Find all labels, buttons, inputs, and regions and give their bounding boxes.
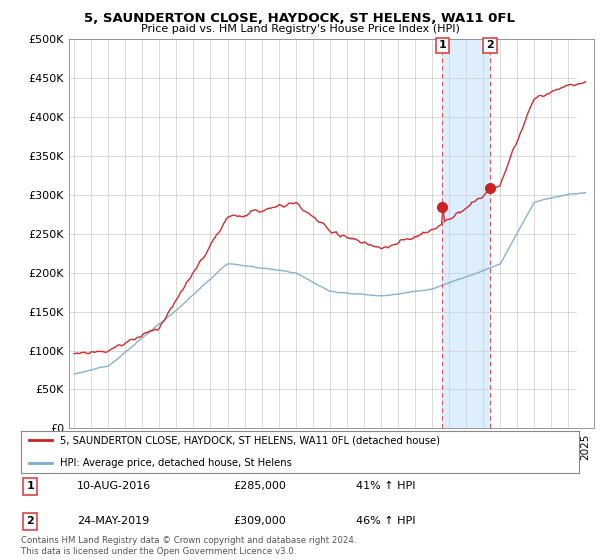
Text: 5, SAUNDERTON CLOSE, HAYDOCK, ST HELENS, WA11 0FL (detached house): 5, SAUNDERTON CLOSE, HAYDOCK, ST HELENS,…	[60, 436, 440, 445]
Text: 2: 2	[26, 516, 34, 526]
Text: Contains HM Land Registry data © Crown copyright and database right 2024.
This d: Contains HM Land Registry data © Crown c…	[21, 536, 356, 556]
Text: £285,000: £285,000	[233, 482, 286, 492]
Text: HPI: Average price, detached house, St Helens: HPI: Average price, detached house, St H…	[60, 458, 292, 468]
Text: 10-AUG-2016: 10-AUG-2016	[77, 482, 151, 492]
Text: 1: 1	[26, 482, 34, 492]
Bar	[442, 39, 490, 428]
Text: £309,000: £309,000	[233, 516, 286, 526]
Text: 46% ↑ HPI: 46% ↑ HPI	[356, 516, 415, 526]
Text: 24-MAY-2019: 24-MAY-2019	[77, 516, 149, 526]
Text: 5, SAUNDERTON CLOSE, HAYDOCK, ST HELENS, WA11 0FL: 5, SAUNDERTON CLOSE, HAYDOCK, ST HELENS,…	[85, 12, 515, 25]
Text: 2: 2	[486, 40, 494, 50]
Text: 1: 1	[439, 40, 446, 50]
Bar	[577, 39, 594, 428]
Text: Price paid vs. HM Land Registry's House Price Index (HPI): Price paid vs. HM Land Registry's House …	[140, 24, 460, 34]
Text: 41% ↑ HPI: 41% ↑ HPI	[356, 482, 415, 492]
